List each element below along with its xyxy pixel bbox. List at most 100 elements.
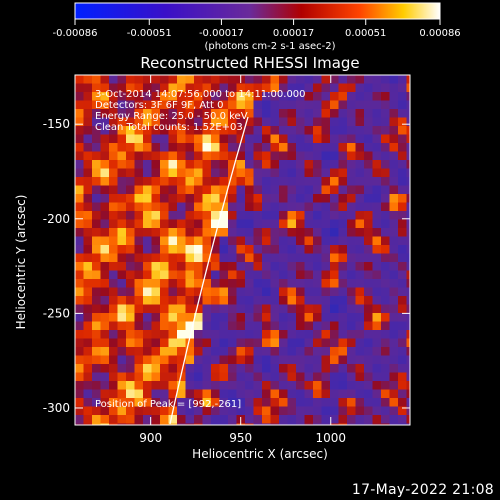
- heatmap-cell: [338, 168, 348, 178]
- heatmap-cell: [202, 219, 212, 229]
- heatmap-cell: [364, 219, 373, 229]
- heatmap-cell: [126, 143, 135, 152]
- heatmap-cell: [245, 296, 254, 305]
- heatmap-cell: [100, 296, 110, 305]
- heatmap-cell: [109, 304, 118, 314]
- heatmap-cell: [287, 296, 297, 305]
- heatmap-cell: [270, 321, 280, 331]
- heatmap-cell: [304, 398, 314, 407]
- heatmap-cell: [364, 245, 373, 254]
- heatmap-cell: [100, 381, 110, 390]
- heatmap-cell: [160, 338, 169, 348]
- heatmap-cell: [177, 347, 186, 356]
- heatmap-cell: [355, 398, 365, 407]
- heatmap-cell: [279, 134, 288, 144]
- heatmap-cell: [151, 279, 161, 288]
- heatmap-cell: [92, 304, 101, 314]
- heatmap-cell: [194, 100, 203, 110]
- heatmap-cell: [92, 151, 101, 161]
- heatmap-cell: [100, 117, 110, 127]
- heatmap-cell: [338, 347, 348, 356]
- heatmap-cell: [219, 185, 229, 195]
- heatmap-cell: [364, 117, 373, 127]
- heatmap-cell: [321, 194, 331, 203]
- heatmap-cell: [151, 406, 161, 416]
- heatmap-cell: [83, 83, 93, 93]
- heatmap-cell: [177, 92, 186, 101]
- heatmap-cell: [245, 304, 254, 314]
- heatmap-cell: [313, 321, 322, 331]
- heatmap-cell: [236, 245, 246, 254]
- heatmap-cell: [330, 423, 339, 425]
- heatmap-cell: [177, 296, 186, 305]
- heatmap-cell: [177, 245, 186, 254]
- heatmap-cell: [398, 151, 407, 161]
- heatmap-cell: [117, 372, 127, 382]
- heatmap-cell: [262, 262, 271, 271]
- heatmap-cell: [330, 253, 339, 263]
- heatmap-cell: [347, 109, 356, 118]
- heatmap-cell: [287, 236, 297, 246]
- heatmap-cell: [279, 151, 288, 161]
- heatmap-cell: [262, 398, 271, 407]
- heatmap-cell: [228, 398, 237, 407]
- heatmap-cell: [347, 92, 356, 101]
- heatmap-cell: [109, 177, 118, 186]
- heatmap-cell: [143, 83, 152, 93]
- heatmap-cell: [211, 313, 220, 322]
- heatmap-cell: [219, 423, 229, 425]
- heatmap-cell: [398, 321, 407, 331]
- heatmap-cell: [313, 109, 322, 118]
- heatmap-cell: [253, 304, 263, 314]
- heatmap-cell: [270, 219, 280, 229]
- heatmap-cell: [126, 194, 135, 203]
- heatmap-cell: [185, 262, 195, 271]
- heatmap-cell: [109, 160, 118, 169]
- heatmap-cell: [296, 143, 305, 152]
- heatmap-cell: [355, 347, 365, 356]
- heatmap-cell: [296, 270, 305, 280]
- heatmap-cell: [270, 143, 280, 152]
- heatmap-cell: [134, 100, 144, 110]
- heatmap-cell: [296, 313, 305, 322]
- heatmap-cell: [398, 202, 407, 212]
- heatmap-cell: [228, 109, 237, 118]
- heatmap-cell: [389, 168, 399, 178]
- heatmap-cell: [126, 398, 135, 407]
- heatmap-cell: [134, 151, 144, 161]
- heatmap-cell: [321, 185, 331, 195]
- heatmap-cell: [398, 381, 407, 390]
- heatmap-cell: [126, 253, 135, 263]
- heatmap-cell: [117, 296, 127, 305]
- heatmap-cell: [100, 338, 110, 348]
- heatmap-cell: [253, 109, 263, 118]
- heatmap-cell: [313, 126, 322, 135]
- heatmap-cell: [406, 143, 410, 152]
- heatmap-cell: [228, 372, 237, 382]
- heatmap-cell: [321, 355, 331, 365]
- heatmap-cell: [296, 168, 305, 178]
- heatmap-cell: [313, 202, 322, 212]
- heatmap-cell: [177, 126, 186, 135]
- heatmap-cell: [236, 177, 246, 186]
- heatmap-cell: [211, 253, 220, 263]
- heatmap-cell: [160, 347, 169, 356]
- heatmap-cell: [321, 160, 331, 169]
- heatmap-cell: [347, 423, 356, 425]
- heatmap-cell: [364, 381, 373, 390]
- heatmap-cell: [262, 321, 271, 331]
- heatmap-cell: [321, 270, 331, 280]
- x-axis-label: Heliocentric X (arcsec): [192, 447, 328, 461]
- heatmap-cell: [228, 296, 237, 305]
- heatmap-cell: [100, 185, 110, 195]
- heatmap-cell: [134, 313, 144, 322]
- heatmap-cell: [338, 228, 348, 237]
- heatmap-cell: [406, 364, 410, 373]
- heatmap-cell: [406, 279, 410, 288]
- heatmap-cell: [398, 270, 407, 280]
- heatmap-cell: [355, 389, 365, 399]
- heatmap-cell: [151, 211, 161, 220]
- heatmap-cell: [338, 372, 348, 382]
- heatmap-cell: [92, 389, 101, 399]
- heatmap-cell: [389, 211, 399, 220]
